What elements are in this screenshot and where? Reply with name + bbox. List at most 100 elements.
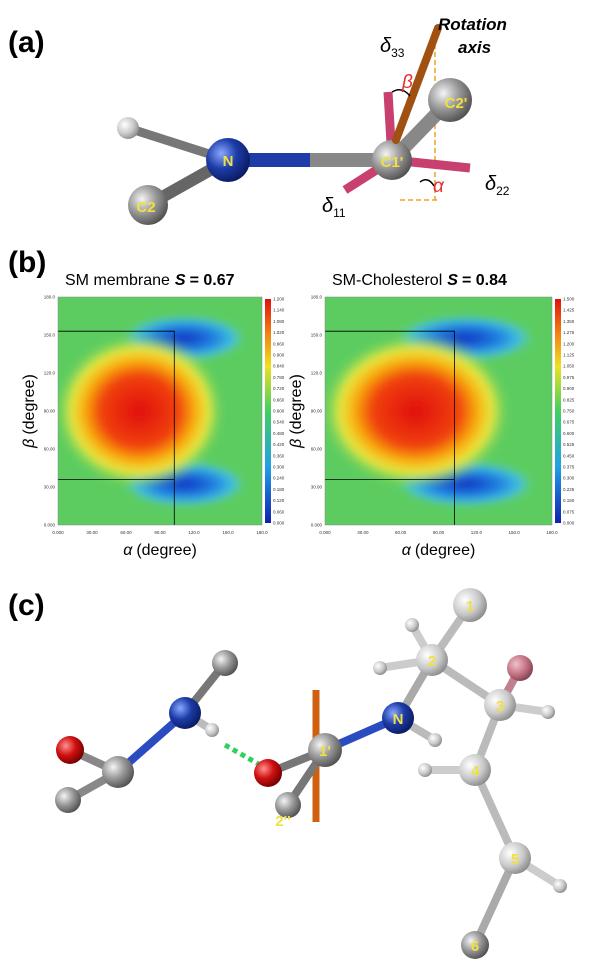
- panel-b: (b) 0.0000.0600.1200.1800.2400.3000.3600…: [8, 246, 575, 559]
- y-tick-label: 150.0: [44, 333, 56, 338]
- beta-label: β: [401, 72, 413, 93]
- y-tick-label: 60.00: [44, 447, 56, 452]
- atom: [405, 618, 419, 632]
- atom-label: 5: [511, 851, 519, 868]
- colorbar-tick-label: 0.960: [273, 341, 285, 346]
- y-tick-label: 150.0: [311, 333, 323, 338]
- y-tick-label: 30.00: [44, 485, 56, 490]
- atom-label: 3: [496, 698, 504, 715]
- colorbar-tick-label: 0.000: [273, 521, 285, 526]
- delta-label: δ11: [322, 195, 346, 220]
- panel-title: SM-CholesterolS= 0.84: [332, 272, 507, 289]
- atom: [212, 650, 238, 676]
- colorbar-tick-label: 0.780: [273, 375, 285, 380]
- colorbar-tick-label: 1.425: [563, 308, 575, 313]
- colorbar: [555, 299, 561, 523]
- x-tick-label: 30.00: [357, 530, 369, 535]
- colorbar-tick-label: 1.275: [563, 330, 575, 335]
- colorbar-tick-label: 0.825: [563, 397, 575, 402]
- symbol: α: [402, 542, 412, 559]
- colorbar-tick-label: 1.350: [563, 319, 575, 324]
- symbol: β: [288, 439, 305, 449]
- unit: (degree): [288, 374, 305, 434]
- colorbar-tick-label: 1.080: [273, 319, 285, 324]
- heatmap-panel: 0.0000.0600.1200.1800.2400.3000.3600.420…: [21, 272, 285, 559]
- atom-label: C2: [136, 199, 155, 216]
- colorbar-tick-label: 1.125: [563, 353, 575, 358]
- colorbar-tick-label: 0.150: [563, 498, 575, 503]
- panel-c: (c) 1 2: [8, 588, 567, 959]
- x-tick-label: 150.0: [509, 530, 521, 535]
- colorbar-tick-label: 0.750: [563, 409, 575, 414]
- atom: [553, 879, 567, 893]
- y-tick-label: 120.0: [44, 371, 56, 376]
- y-tick-label: 180.0: [311, 295, 323, 300]
- order-value: = 0.67: [190, 272, 235, 289]
- angle-arc: [420, 180, 434, 186]
- rotation-label: Rotation: [438, 15, 507, 34]
- x-tick-label: 90.00: [154, 530, 166, 535]
- atom-label: N: [393, 711, 404, 728]
- heatmap-panel: 0.0000.0750.1500.2250.3000.3750.4500.525…: [288, 272, 575, 559]
- atom: [55, 787, 81, 813]
- y-tick-label: 90.00: [44, 409, 56, 414]
- subscript: 22: [496, 184, 510, 198]
- colorbar-tick-label: 0.900: [563, 386, 575, 391]
- atom-label: 1: [466, 598, 474, 615]
- panel-label: (a): [8, 26, 45, 59]
- colorbar-tick-label: 0.075: [563, 509, 575, 514]
- x-tick-label: 60.00: [120, 530, 132, 535]
- colorbar-tick-label: 1.200: [563, 341, 575, 346]
- colorbar-tick-label: 0.675: [563, 420, 575, 425]
- x-tick-label: 90.00: [433, 530, 445, 535]
- colorbar-tick-label: 0.240: [273, 476, 285, 481]
- order-value: = 0.84: [462, 272, 507, 289]
- colorbar-tick-label: 0.660: [273, 397, 285, 402]
- order-symbol: S: [175, 272, 186, 289]
- title-text: SM-Cholesterol: [332, 272, 442, 289]
- colorbar-tick-label: 0.000: [563, 521, 575, 526]
- colorbar-tick-label: 0.375: [563, 465, 575, 470]
- x-tick-label: 30.00: [86, 530, 98, 535]
- atom-label: 4: [471, 763, 480, 780]
- atom-label: C1': [381, 154, 404, 171]
- colorbar-tick-label: 0.060: [273, 509, 285, 514]
- y-tick-label: 120.0: [311, 371, 323, 376]
- x-tick-label: 0.000: [52, 530, 64, 535]
- panel-label: (b): [8, 246, 46, 279]
- y-tick-label: 60.00: [311, 447, 323, 452]
- colorbar-tick-label: 0.120: [273, 498, 285, 503]
- x-tick-label: 120.0: [188, 530, 200, 535]
- colorbar-tick-label: 0.540: [273, 420, 285, 425]
- delta-label: δ33: [380, 35, 405, 60]
- atom: [507, 655, 533, 681]
- colorbar-tick-label: 0.300: [273, 465, 285, 470]
- colorbar-tick-label: 0.720: [273, 386, 285, 391]
- symbol: α: [123, 542, 133, 559]
- colorbar-tick-label: 0.600: [273, 409, 285, 414]
- alpha-label: α: [433, 176, 445, 197]
- atom: [102, 756, 134, 788]
- colorbar-tick-label: 0.420: [273, 442, 285, 447]
- atom: [418, 763, 432, 777]
- colorbar-tick-label: 0.450: [563, 453, 575, 458]
- atom-label: 2'': [275, 813, 290, 830]
- atom: [373, 661, 387, 675]
- hydrogen-bond: [225, 745, 262, 766]
- panel-label: (c): [8, 589, 45, 622]
- x-tick-label: 120.0: [471, 530, 483, 535]
- y-tick-label: 0.000: [311, 523, 323, 528]
- colorbar-tick-label: 0.840: [273, 364, 285, 369]
- colorbar-tick-label: 0.600: [563, 431, 575, 436]
- x-axis-label: α(degree): [402, 542, 476, 559]
- hot-region: [320, 333, 511, 488]
- x-tick-label: 180.0: [256, 530, 268, 535]
- x-tick-label: 180.0: [546, 530, 558, 535]
- delta-label: δ22: [485, 173, 510, 198]
- y-axis-label: β(degree): [21, 374, 38, 449]
- colorbar: [265, 299, 271, 523]
- atom-label: 1': [319, 743, 331, 760]
- panel-title: SM membraneS= 0.67: [65, 272, 235, 289]
- subscript: 33: [391, 46, 405, 60]
- atom: [56, 736, 84, 764]
